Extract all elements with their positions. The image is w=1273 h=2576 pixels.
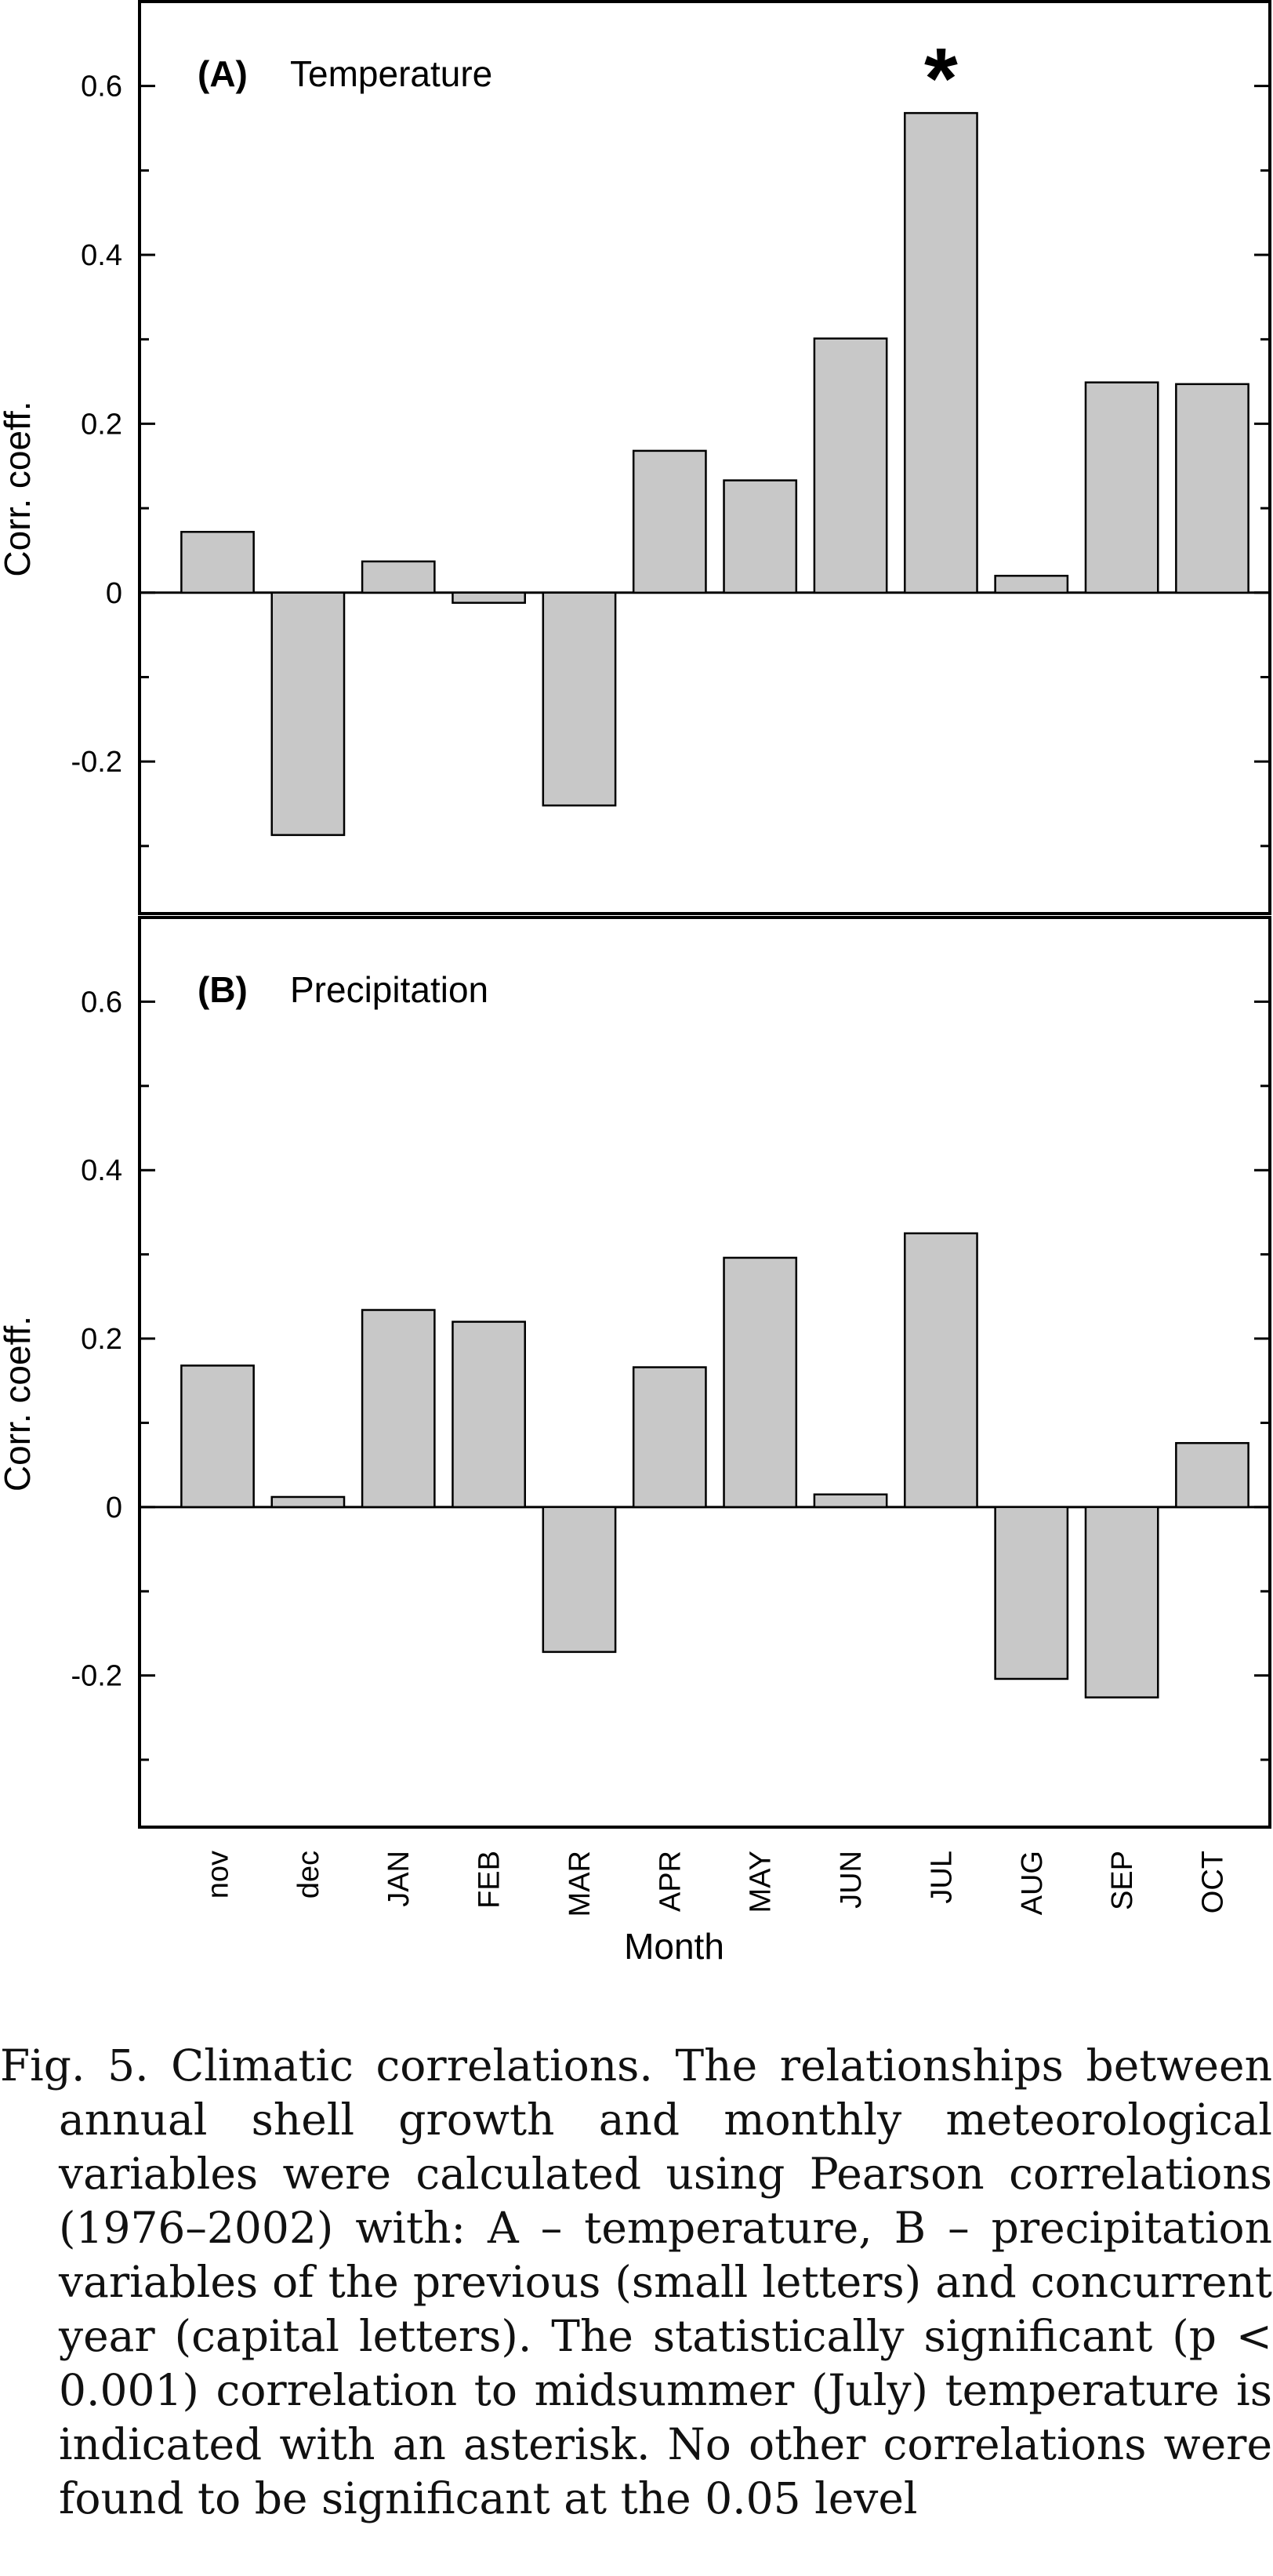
bar-dec	[270, 1495, 346, 1509]
y-tick-label: -0.2	[71, 1660, 122, 1693]
month-label-jun: JUN	[835, 1851, 868, 1909]
y-tick-label: 0.6	[81, 71, 122, 104]
month-label-jan: JAN	[383, 1851, 415, 1907]
bar-feb	[452, 1321, 526, 1509]
panel-precipitation: -0.2 0 0.2 0.4 0.6 (B) Precipitation Corr. coef…	[0, 916, 1271, 1829]
bar-mar	[542, 591, 617, 807]
bar-apr	[632, 449, 707, 594]
bar-jan	[361, 560, 436, 594]
x-axis-title: Month	[624, 1926, 724, 1967]
bar-apr	[632, 1366, 707, 1509]
bar-sep	[1084, 1506, 1159, 1699]
bar-jan	[361, 1309, 436, 1509]
month-label-may: MAY	[745, 1851, 778, 1913]
y-tick-label: 0	[106, 577, 122, 610]
bar-jul	[904, 111, 978, 594]
bar-nov	[180, 1364, 255, 1509]
y-tick-label: -0.2	[71, 746, 122, 779]
y-tick-label: 0.4	[81, 239, 122, 272]
y-tick-label: 0.2	[81, 1323, 122, 1356]
month-label-aug: AUG	[1016, 1851, 1049, 1915]
significance-asterisk: *	[924, 31, 958, 127]
panel-letter: (A)	[198, 53, 248, 94]
month-label-oct: OCT	[1196, 1851, 1229, 1913]
figure-caption: Fig. 5. Climatic correlations. The relat…	[0, 2039, 1273, 2526]
y-axis-title: Corr. coeff.	[0, 1316, 38, 1491]
month-axis-labels: nov dec JAN FEB MAR APR MAY JUN JUL AUG SEP OCT	[202, 1851, 1230, 1917]
month-label-sep: SEP	[1106, 1851, 1139, 1910]
bar-aug	[994, 575, 1069, 594]
bar-aug	[994, 1506, 1069, 1680]
month-label-nov: nov	[202, 1851, 235, 1898]
bar-jul	[904, 1232, 978, 1509]
y-tick-label: 0.4	[81, 1154, 122, 1187]
bar-oct	[1175, 1441, 1249, 1509]
plot-frame-a	[138, 0, 1271, 915]
y-tick-label: 0.6	[81, 986, 122, 1019]
y-tick-label: 0	[106, 1491, 122, 1524]
y-axis-title: Corr. coeff.	[0, 401, 38, 576]
month-label-dec: dec	[292, 1851, 325, 1898]
month-label-mar: MAR	[564, 1851, 597, 1917]
bar-mar	[542, 1506, 617, 1653]
y-tick-label: 0.2	[81, 408, 122, 441]
panel-title: Temperature	[290, 53, 492, 94]
bar-sep	[1084, 381, 1159, 594]
panel-temperature: -0.2 0 0.2 0.4 0.6 * (A) Temperature Corr. coeff…	[0, 0, 1271, 915]
bar-oct	[1175, 383, 1249, 594]
plot-frame-b	[138, 916, 1271, 1829]
caption-text: Fig. 5. Climatic correlations. The relat…	[0, 2040, 1272, 2523]
bar-dec	[270, 591, 346, 837]
bar-nov	[180, 531, 255, 594]
bar-may	[723, 1256, 798, 1509]
climatic-correlation-figure: -0.2 0 0.2 0.4 0.6 * (A) Temperature Corr. coeff…	[0, 0, 1271, 1967]
month-label-apr: APR	[654, 1851, 687, 1912]
month-label-jul: JUL	[925, 1851, 958, 1904]
bar-jun	[813, 337, 888, 594]
bar-feb	[452, 591, 526, 604]
panel-title: Precipitation	[290, 969, 488, 1010]
month-label-feb: FEB	[473, 1851, 506, 1909]
bar-jun	[813, 1493, 888, 1509]
bar-may	[723, 479, 798, 594]
panel-letter: (B)	[198, 969, 248, 1010]
